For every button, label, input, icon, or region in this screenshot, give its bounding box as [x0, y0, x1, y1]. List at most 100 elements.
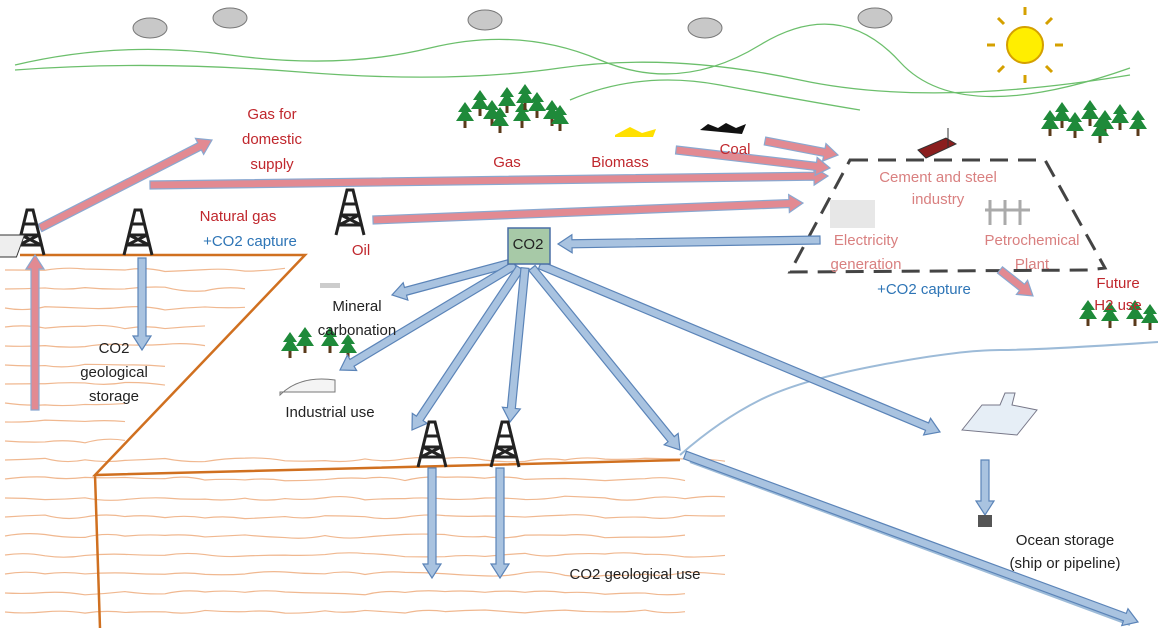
tree — [516, 84, 534, 103]
arrow — [974, 459, 996, 517]
arrow-body — [974, 459, 996, 517]
stratum — [4, 514, 726, 520]
rigs — [14, 188, 521, 468]
label: Future — [1096, 275, 1139, 292]
tree-trunk — [288, 351, 292, 358]
tree — [1091, 117, 1109, 136]
stratum — [4, 343, 206, 348]
arrow — [996, 266, 1034, 297]
label: geological — [80, 364, 148, 381]
clouds — [132, 7, 893, 39]
arrow — [528, 264, 681, 451]
tree — [456, 102, 474, 121]
arrow-body — [489, 467, 511, 580]
label: supply — [250, 156, 294, 173]
stratum — [4, 381, 166, 386]
arrow-body — [421, 467, 443, 580]
arrow — [489, 467, 511, 580]
tree-trunk — [1136, 129, 1140, 136]
tree-trunk — [498, 126, 502, 133]
hills — [14, 23, 1131, 111]
tree — [491, 107, 509, 126]
stratum — [4, 476, 686, 482]
rig — [416, 420, 448, 468]
arrow — [390, 257, 517, 301]
stratum — [4, 456, 726, 463]
label: storage — [89, 388, 139, 405]
arrow-body — [556, 233, 821, 254]
label: Coal — [720, 141, 751, 158]
label: Oil — [352, 242, 370, 259]
arrow — [682, 450, 1140, 627]
label: generation — [831, 256, 902, 273]
tree — [1053, 102, 1071, 121]
label: Petrochemical — [984, 232, 1079, 249]
tree — [471, 90, 489, 109]
label: Natural gas — [200, 208, 277, 225]
tree-trunk — [303, 346, 307, 353]
label: Gas — [493, 154, 521, 171]
label: +CO2 capture — [877, 281, 971, 298]
coastline — [679, 341, 1158, 456]
stratum — [4, 438, 126, 444]
tree — [528, 92, 546, 111]
label: CO2 — [513, 236, 544, 253]
arrow-body — [996, 266, 1034, 297]
stratum — [4, 286, 246, 292]
tree — [281, 332, 299, 351]
tree — [513, 102, 531, 121]
rig — [489, 420, 521, 468]
arrow-body — [390, 257, 517, 301]
tree-trunk — [520, 121, 524, 128]
arrow-body — [24, 253, 46, 411]
tree — [1141, 304, 1158, 323]
stratum — [4, 324, 206, 330]
stratum — [4, 571, 726, 578]
rig — [122, 208, 154, 256]
coastline-lower — [689, 461, 1131, 626]
label: Plant — [1015, 256, 1050, 273]
arrow-body — [37, 137, 213, 233]
stratum — [4, 402, 126, 407]
arrow-body — [149, 166, 830, 190]
tree — [1081, 100, 1099, 119]
label: Biomass — [591, 154, 649, 171]
label: Cement and steel — [879, 169, 997, 186]
tree-trunk — [558, 124, 562, 131]
tree — [1129, 110, 1147, 129]
arrow — [674, 145, 832, 177]
arrow — [411, 264, 525, 431]
stratum — [4, 552, 726, 558]
arrow — [131, 257, 153, 352]
label: domestic — [242, 131, 303, 148]
tree-trunk — [328, 346, 332, 353]
arrow — [372, 193, 805, 225]
tree-trunk — [505, 106, 509, 113]
arrow — [421, 467, 443, 580]
stratum — [4, 306, 246, 311]
tree-trunk — [478, 109, 482, 116]
label: CO2 — [99, 340, 130, 357]
stratum — [4, 533, 686, 539]
arrow — [339, 260, 518, 372]
tree-trunk — [1048, 129, 1052, 136]
arrow-body — [501, 266, 530, 424]
icons — [0, 123, 1038, 527]
flows — [24, 136, 1140, 627]
rig — [334, 188, 366, 236]
arrow-body — [674, 145, 832, 177]
label: CO2 geological use — [570, 566, 701, 583]
stratum — [4, 495, 726, 501]
arrow-body — [537, 260, 942, 436]
tree — [1041, 110, 1059, 129]
tree — [498, 87, 516, 106]
sun — [987, 7, 1063, 83]
arrow — [537, 260, 942, 436]
stratum — [4, 609, 686, 614]
arrow — [763, 136, 840, 163]
tree-trunk — [1086, 319, 1090, 326]
tree-trunk — [1108, 321, 1112, 328]
label: Mineral — [332, 298, 381, 315]
label: +CO2 capture — [203, 233, 297, 250]
